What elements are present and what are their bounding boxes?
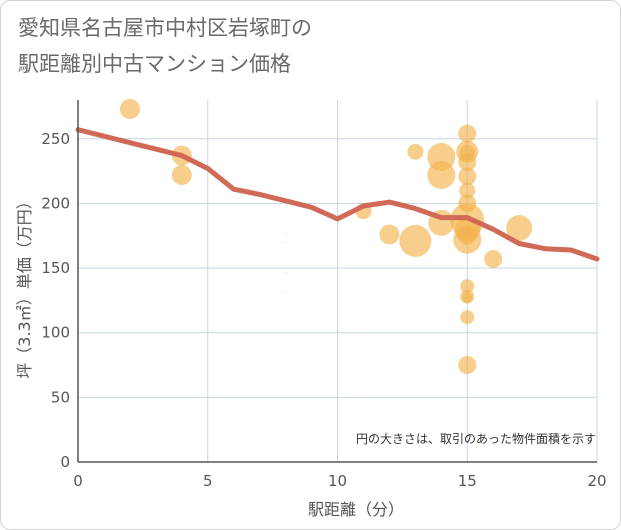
- data-point: [119, 99, 140, 120]
- data-point: [458, 167, 477, 186]
- data-point: [399, 224, 432, 257]
- data-point: [462, 292, 473, 303]
- x-tick-label: 10: [328, 472, 347, 490]
- data-point: [458, 153, 477, 172]
- data-point: [459, 182, 476, 199]
- bubble-series: [119, 99, 533, 375]
- x-tick-label: 20: [587, 472, 606, 490]
- data-point: [458, 356, 477, 375]
- y-tick-label: 50: [51, 388, 70, 406]
- x-tick-label: 15: [458, 472, 477, 490]
- data-point: [453, 225, 482, 254]
- y-tick-label: 200: [41, 194, 70, 212]
- grid-lines: [78, 100, 598, 462]
- bubble-size-note: 円の大きさは、取引のあった物件面積を示す: [356, 431, 596, 446]
- data-point: [506, 214, 533, 241]
- data-point: [407, 143, 424, 160]
- y-tick-label: 250: [41, 130, 70, 148]
- data-point: [460, 279, 475, 294]
- axes: [77, 100, 597, 463]
- data-point: [379, 224, 400, 245]
- y-tick-label: 100: [41, 324, 70, 342]
- x-tick-label: 0: [73, 472, 83, 490]
- data-point: [285, 232, 287, 234]
- data-point: [285, 272, 287, 274]
- data-point: [285, 290, 287, 292]
- data-point: [285, 241, 287, 243]
- data-point: [484, 250, 503, 269]
- data-point: [460, 310, 475, 325]
- x-axis-label: 駅距離（分）: [308, 500, 404, 519]
- chart-title: 愛知県名古屋市中村区岩塚町の 駅距離別中古マンション価格: [18, 10, 578, 82]
- chart-title-line2: 駅距離別中古マンション価格: [18, 52, 291, 76]
- y-axis-label: 坪（3.3㎡）単価（万円）: [15, 193, 34, 378]
- y-tick-label: 0: [60, 453, 70, 471]
- data-point: [171, 164, 192, 185]
- data-point: [458, 124, 477, 143]
- trend-line: [75, 127, 600, 262]
- chart-title-line1: 愛知県名古屋市中村区岩塚町の: [18, 16, 312, 40]
- trend-series: [75, 127, 600, 262]
- data-point: [427, 160, 456, 189]
- x-tick-label: 5: [203, 472, 213, 490]
- y-tick-label: 150: [41, 259, 70, 277]
